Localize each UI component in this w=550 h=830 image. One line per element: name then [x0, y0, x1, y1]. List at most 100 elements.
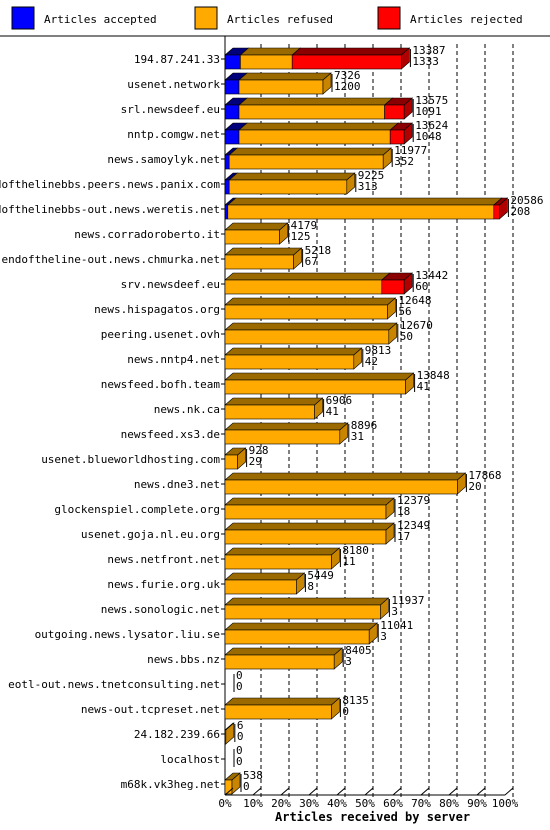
bar-refused — [240, 54, 293, 70]
bar-end-face — [237, 447, 246, 470]
server-label: news.samoylyk.net — [107, 153, 220, 166]
server-label: endofthelinebbs-out.news.weretis.net — [0, 203, 220, 216]
server-label: outgoing.news.lysator.liu.se — [35, 628, 220, 641]
bar-rejected — [493, 204, 500, 220]
server-label: 24.182.239.66 — [134, 728, 220, 741]
bar-end-face — [387, 297, 396, 320]
server-label: usenet.network — [127, 78, 220, 91]
x-tick-mark — [448, 787, 458, 796]
rejected-value: 60 — [415, 280, 428, 293]
x-tick-label: 90% — [467, 797, 487, 810]
x-tick-mark — [420, 787, 430, 796]
legend-label-accepted: Articles accepted — [44, 13, 157, 26]
rejected-value: 1200 — [334, 80, 361, 93]
bar-accepted — [224, 204, 229, 220]
server-label: newsfeed.bofh.team — [101, 378, 221, 391]
bar-accepted — [224, 104, 240, 120]
bar-refused — [224, 304, 388, 320]
bar-end-face — [457, 472, 466, 495]
total-value: 8896 — [351, 419, 378, 432]
bar-refused — [224, 329, 390, 345]
bar-refused — [224, 579, 297, 595]
total-value: 9813 — [365, 344, 392, 357]
bar-refused-top — [224, 297, 397, 306]
server-label: nntp.comgw.net — [127, 128, 220, 141]
bar-end-face — [346, 172, 356, 195]
bar-refused-top — [224, 397, 324, 406]
total-value: 12379 — [397, 494, 430, 507]
bar-rejected — [291, 54, 402, 70]
server-row: localhost 00 — [160, 744, 242, 768]
bar-refused — [224, 279, 383, 295]
bar-accepted — [224, 179, 230, 195]
bar-end-face — [405, 372, 414, 395]
rejected-value: 41 — [326, 405, 339, 418]
server-label: usenet.blueworldhosting.com — [41, 453, 220, 466]
bar-end-face — [382, 147, 392, 170]
rejected-value: 29 — [249, 455, 262, 468]
server-label: news.furie.org.uk — [107, 578, 220, 591]
bar-refused-top — [224, 547, 341, 556]
bar-rejected — [384, 104, 405, 120]
bar-refused-top — [227, 197, 503, 206]
x-tick-mark — [504, 787, 514, 796]
bar-end-face — [403, 97, 413, 120]
bar-refused-top — [224, 372, 415, 381]
total-value: 0 — [236, 669, 243, 682]
bar-refused — [224, 604, 381, 620]
bar-refused-top — [224, 322, 398, 331]
x-axis-ticks: 0% 10% 20% 30% 40% 50% 60% 70% 80% 90% 100% — [218, 787, 519, 810]
server-label: news.nntp4.net — [127, 353, 220, 366]
bar-refused-top — [238, 122, 399, 131]
bar-refused-top — [224, 697, 341, 706]
server-row: 24.182.239.66 60 — [134, 719, 243, 745]
bar-end-face — [403, 272, 413, 295]
bar-end-face — [225, 722, 235, 745]
x-tick-label: 80% — [439, 797, 459, 810]
total-value: 12648 — [398, 294, 431, 307]
rejected-value: 41 — [417, 380, 430, 393]
x-tick-label: 0% — [218, 797, 232, 810]
total-value: 928 — [249, 444, 269, 457]
bar-refused-top — [224, 647, 343, 656]
rejected-value: 17 — [397, 530, 410, 543]
bar-refused-top — [239, 47, 301, 56]
bar-refused — [224, 254, 294, 270]
total-value: 12670 — [400, 319, 433, 332]
bar-accepted — [224, 54, 241, 70]
bar-refused — [224, 404, 315, 420]
rejected-value: 50 — [400, 330, 413, 343]
bar-refused — [224, 704, 332, 720]
bar-refused-top — [224, 222, 289, 231]
bar-refused — [238, 79, 324, 95]
server-label: endoftheline-out.news.chmurka.net — [1, 253, 220, 266]
rejected-value: 3 — [391, 605, 398, 618]
bar-end-face — [353, 347, 363, 370]
server-label: m68k.vk3heg.net — [121, 778, 220, 791]
rejected-value: 0 — [342, 705, 349, 718]
bar-end-face — [333, 647, 343, 670]
bar-refused — [228, 154, 384, 170]
bar-end-face — [339, 422, 349, 445]
x-tick-label: 10% — [243, 797, 263, 810]
rejected-value: 56 — [398, 305, 411, 318]
bar-end-face — [296, 572, 305, 595]
bar-refused-top — [224, 247, 303, 256]
bar-end-face — [403, 122, 413, 145]
total-value: 5449 — [307, 569, 334, 582]
total-value: 8135 — [342, 694, 369, 707]
rejected-value: 1048 — [415, 130, 442, 143]
